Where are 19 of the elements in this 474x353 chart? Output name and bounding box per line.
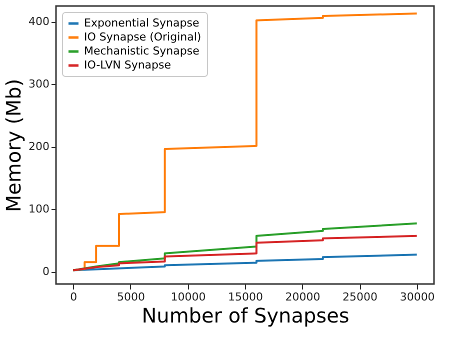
line-series [72,234,418,272]
y-tick-label: 400 [28,15,50,28]
x-tick-label: 20000 [285,290,320,304]
x-tick-label: 25000 [342,290,378,304]
x-tick-label: 10000 [170,290,206,304]
legend-label: IO Synapse (Original) [84,30,202,44]
y-axis-title: Memory (Mb) [2,78,26,212]
x-tick-label: 5000 [116,290,145,304]
x-tick-label: 0 [70,290,78,304]
x-tick-label: 15000 [228,290,263,304]
legend-label: IO-LVN Synapse [84,58,172,72]
legend-label: Mechanistic Synapse [84,44,200,58]
y-tick-label: 300 [28,78,50,91]
legend-label: Exponential Synapse [84,16,200,30]
x-axis-title: Number of Synapses [142,304,350,328]
x-tick-label: 30000 [400,290,435,304]
y-tick-label: 0 [42,265,50,278]
y-tick-label: 100 [28,202,50,216]
y-tick-label: 200 [28,140,50,154]
